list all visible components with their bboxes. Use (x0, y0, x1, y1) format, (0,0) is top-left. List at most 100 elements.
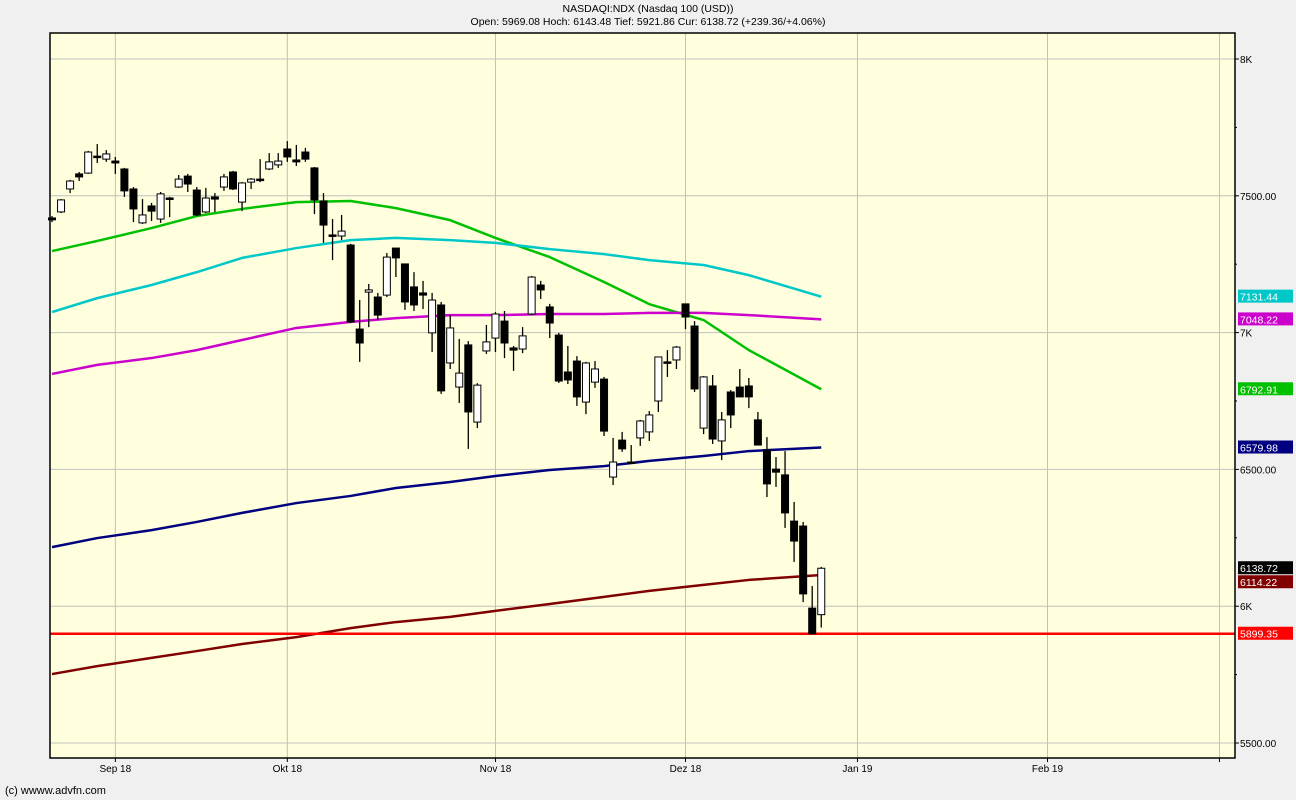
candle-down (799, 525, 808, 595)
candle-down (663, 361, 672, 364)
candle-up (84, 151, 93, 174)
candle-down (229, 171, 237, 190)
candle-up (645, 414, 654, 433)
candle-down (75, 173, 84, 178)
candle-down (437, 304, 446, 392)
x-tick-label: Jan 19 (842, 764, 872, 775)
y-tick-label: 6500.00 (1240, 465, 1277, 476)
x-axis: Sep 18 Okt 18 Nov 18 Dez 18 Jan 19 Feb 19 (99, 758, 1220, 775)
candle-down (744, 385, 753, 398)
candle-up (156, 193, 165, 220)
moving-average-line (51, 236, 822, 314)
candle-up (382, 256, 391, 296)
candle-down (328, 234, 337, 237)
candle-down (93, 155, 102, 159)
candles (48, 141, 826, 635)
price-tag-label: 6138.72 (1240, 563, 1278, 575)
x-tick-label: Nov 18 (480, 764, 512, 775)
candle-up (527, 276, 536, 315)
candle-down (373, 296, 382, 316)
candle-up (581, 362, 590, 403)
candle-down (192, 189, 201, 216)
candle-up (482, 341, 491, 352)
price-tag-label: 6579.98 (1240, 443, 1278, 455)
price-tags: 7131.44 7048.22 6792.91 6579.98 6138.72 6114.… (1238, 289, 1293, 641)
candle-up (636, 420, 645, 439)
candle-down (726, 391, 735, 416)
candle-down (355, 328, 364, 344)
moving-average-line (51, 573, 822, 676)
candle-down (400, 263, 409, 303)
y-tick-label: 7K (1240, 329, 1253, 340)
price-tag-label: 7131.44 (1240, 292, 1278, 304)
candle-down (762, 449, 771, 485)
candle-down (618, 439, 627, 450)
candle-up (238, 182, 247, 203)
candle-up (672, 346, 681, 361)
y-tick-label: 5500.00 (1240, 739, 1277, 750)
candle-down (790, 520, 799, 542)
x-tick-label: Sep 18 (99, 764, 131, 775)
candle-up (518, 335, 527, 350)
candle-down (708, 385, 717, 440)
y-axis: 8K 7500.00 7K 6500.00 6K 5500.00 (1235, 55, 1277, 750)
candle-down (256, 178, 265, 182)
candle-up (364, 289, 373, 293)
moving-average-lines (50, 199, 1235, 676)
candle-up (102, 153, 111, 160)
candle-down (120, 168, 129, 192)
candle-down (464, 344, 473, 413)
price-tag (1238, 312, 1293, 326)
chart-title: NASDAQI:NDX (Nasdaq 100 (USD)) (562, 3, 734, 15)
candle-down (772, 468, 780, 473)
y-tick-label: 7500.00 (1240, 192, 1277, 203)
candle-up (57, 199, 66, 213)
candle-down (545, 306, 554, 324)
candle-up (609, 461, 618, 478)
plot-area (50, 33, 1235, 758)
candle-down (301, 151, 310, 160)
candle-up (274, 160, 283, 166)
candle-down (129, 188, 138, 210)
plot-frame (49, 32, 1236, 759)
candle-up (265, 161, 274, 170)
candle-up (491, 313, 500, 339)
price-tag (1238, 575, 1293, 589)
candle-down (735, 386, 744, 398)
candle-down (283, 148, 292, 158)
copyright: (c) wwww.advfn.com (5, 785, 106, 797)
candle-down (319, 200, 328, 226)
candle-down (410, 286, 418, 306)
candle-down (554, 334, 563, 382)
candle-down (210, 196, 219, 200)
candle-down (292, 159, 301, 163)
candle-down (500, 320, 509, 344)
candle-up (817, 567, 826, 616)
candle-up (66, 180, 75, 190)
candle-down (627, 461, 636, 465)
x-tick-label: Feb 19 (1032, 764, 1064, 775)
price-tag (1238, 440, 1293, 454)
candle-down (600, 378, 609, 432)
candle-down (310, 167, 319, 201)
price-tag-label: 6792.91 (1240, 384, 1278, 396)
candle-up (455, 372, 464, 388)
moving-average-line (51, 446, 822, 549)
price-tag-label: 5899.35 (1240, 629, 1278, 641)
price-tag (1238, 561, 1293, 575)
candle-up (473, 384, 482, 423)
candle-up (428, 299, 437, 334)
candle-up (654, 356, 663, 402)
candle-up (337, 230, 346, 237)
candle-down (808, 607, 817, 635)
candle-up (174, 178, 183, 188)
price-tag (1238, 289, 1293, 303)
candle-down (753, 419, 762, 446)
candle-down (572, 360, 581, 398)
candle-down (147, 205, 156, 212)
candle-down (419, 292, 428, 296)
y-tick-label: 8K (1240, 55, 1253, 66)
candle-down (563, 371, 572, 381)
candle-down (346, 244, 355, 323)
price-tag (1238, 382, 1293, 396)
